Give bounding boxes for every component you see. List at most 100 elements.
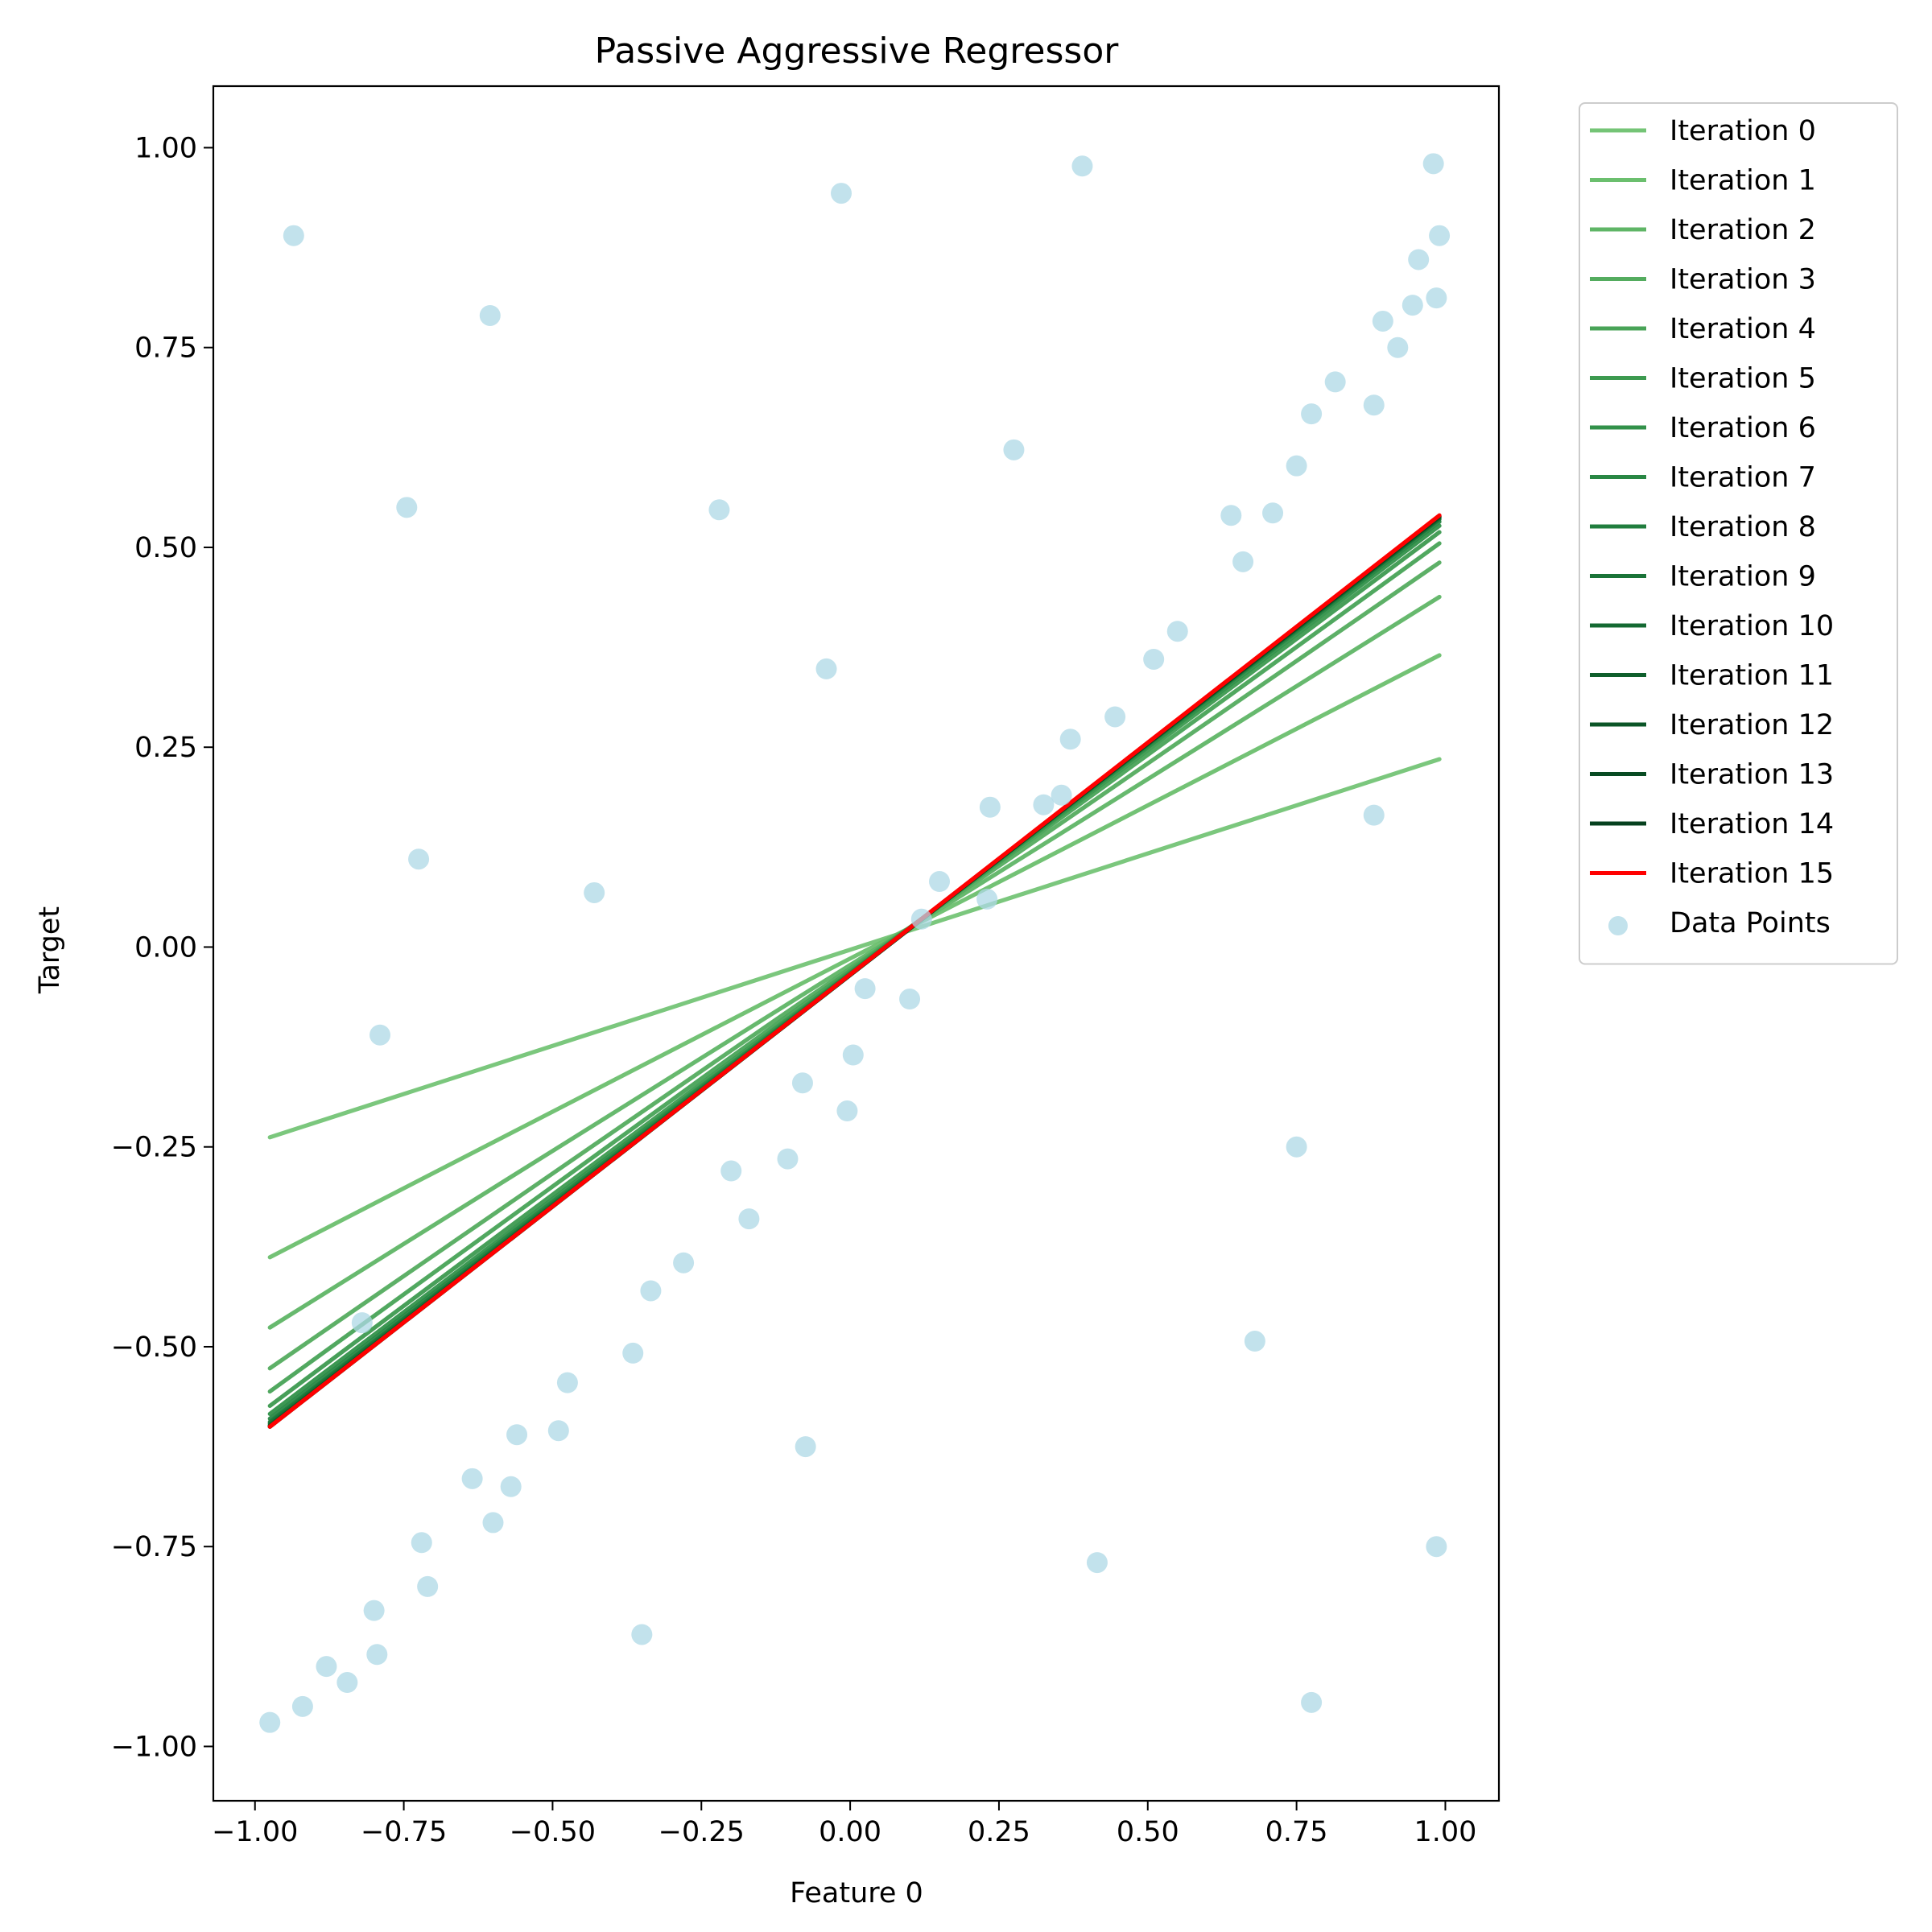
data-point xyxy=(1426,287,1447,309)
legend-label: Data Points xyxy=(1670,907,1831,939)
data-point xyxy=(316,1656,337,1678)
x-tick-label: −0.25 xyxy=(658,1816,745,1848)
data-point xyxy=(396,497,418,518)
legend-label: Iteration 5 xyxy=(1670,363,1816,395)
y-tick-label: 0.00 xyxy=(134,931,197,964)
legend-label: Iteration 4 xyxy=(1670,313,1816,345)
data-point xyxy=(1003,439,1025,460)
x-tick-label: 0.75 xyxy=(1265,1816,1328,1848)
data-point xyxy=(291,1695,313,1717)
data-point xyxy=(815,658,837,679)
legend-label: Iteration 11 xyxy=(1670,660,1834,692)
data-point xyxy=(1286,455,1307,477)
data-point xyxy=(791,1072,813,1094)
scatter-points xyxy=(259,153,1451,1733)
data-point xyxy=(1244,1331,1265,1352)
data-point xyxy=(836,1100,858,1122)
legend-label: Iteration 1 xyxy=(1670,165,1816,197)
legend-label: Iteration 2 xyxy=(1670,214,1816,246)
data-point xyxy=(1232,551,1254,572)
y-tick-label: 1.00 xyxy=(134,132,197,164)
data-point xyxy=(1387,336,1409,358)
data-point xyxy=(1033,794,1055,815)
data-point xyxy=(976,888,998,910)
data-point xyxy=(1426,1536,1447,1558)
data-point xyxy=(411,1532,432,1554)
data-point xyxy=(1059,729,1081,750)
data-point xyxy=(1422,153,1444,175)
data-point xyxy=(777,1148,799,1170)
data-point xyxy=(1408,249,1430,270)
data-point xyxy=(366,1644,388,1666)
x-axis-label: Feature 0 xyxy=(790,1877,923,1909)
series-line-iteration-2 xyxy=(267,594,1442,1330)
data-point xyxy=(640,1280,662,1302)
data-point xyxy=(1051,784,1072,806)
data-point xyxy=(1104,706,1126,728)
legend-label: Iteration 6 xyxy=(1670,412,1816,444)
legend-label: Iteration 7 xyxy=(1670,462,1816,494)
data-point xyxy=(363,1600,385,1621)
data-point xyxy=(910,908,932,930)
legend-swatch xyxy=(1608,916,1628,935)
data-point xyxy=(1220,505,1242,526)
data-point xyxy=(795,1436,816,1458)
data-point xyxy=(461,1468,483,1489)
data-point xyxy=(500,1476,522,1497)
chart-title: Passive Aggressive Regressor xyxy=(595,31,1120,72)
data-point xyxy=(1363,804,1385,826)
plot-frame xyxy=(212,85,1501,1802)
data-point xyxy=(899,989,921,1010)
y-tick-label: 0.75 xyxy=(134,332,197,365)
series-line-iteration-1 xyxy=(267,653,1442,1260)
data-point xyxy=(1301,403,1323,425)
data-point xyxy=(556,1372,578,1393)
data-point xyxy=(482,1512,504,1534)
data-point xyxy=(1363,394,1385,416)
data-point xyxy=(1166,621,1188,642)
x-tick-label: 0.25 xyxy=(968,1816,1030,1848)
x-tick-label: 0.00 xyxy=(819,1816,881,1848)
x-tick-label: −0.50 xyxy=(510,1816,596,1848)
legend-label: Iteration 9 xyxy=(1670,561,1816,593)
data-point xyxy=(1143,648,1165,670)
y-tick-label: −0.25 xyxy=(111,1132,197,1164)
x-axis: −1.00 −0.75 −0.50 −0.25 0.00 0.25 0.50 0.75 1.00 xyxy=(212,1801,1476,1848)
data-point xyxy=(1071,155,1093,177)
data-point xyxy=(1372,310,1393,332)
data-point xyxy=(708,499,730,521)
data-point xyxy=(408,848,430,870)
series-lines xyxy=(267,513,1442,1429)
data-point xyxy=(479,304,501,326)
data-point xyxy=(842,1044,864,1066)
data-point xyxy=(854,978,876,1000)
legend-label: Iteration 13 xyxy=(1670,759,1834,791)
data-point xyxy=(506,1424,528,1446)
data-point xyxy=(673,1252,695,1274)
legend-label: Iteration 10 xyxy=(1670,610,1834,642)
y-axis: 1.00 0.75 0.50 0.25 0.00 −0.25 −0.50 −0.75 −1.00 xyxy=(111,132,213,1763)
x-tick-label: 0.50 xyxy=(1117,1816,1179,1848)
x-tick-label: −0.75 xyxy=(361,1816,447,1848)
data-point xyxy=(351,1312,373,1334)
data-point xyxy=(1324,371,1346,393)
data-point xyxy=(1086,1552,1108,1574)
data-point xyxy=(259,1711,281,1733)
data-point xyxy=(1429,225,1451,246)
legend-box xyxy=(1579,102,1898,965)
legend: Iteration 0 Iteration 1 Iteration 2 Iterati… xyxy=(1579,102,1898,965)
y-axis-label: Target xyxy=(34,906,66,994)
data-point xyxy=(622,1342,644,1364)
legend-label: Iteration 15 xyxy=(1670,858,1834,890)
data-point xyxy=(1301,1691,1323,1713)
data-point xyxy=(336,1672,358,1694)
series-line-iteration-0 xyxy=(267,757,1442,1140)
data-point xyxy=(631,1624,653,1645)
legend-label: Iteration 0 xyxy=(1670,115,1816,147)
y-tick-label: −1.00 xyxy=(111,1731,197,1763)
y-tick-label: −0.50 xyxy=(111,1331,197,1364)
legend-label: Iteration 8 xyxy=(1670,511,1816,543)
x-tick-label: 1.00 xyxy=(1414,1816,1476,1848)
legend-label: Iteration 14 xyxy=(1670,808,1834,840)
legend-label: Iteration 12 xyxy=(1670,709,1834,741)
